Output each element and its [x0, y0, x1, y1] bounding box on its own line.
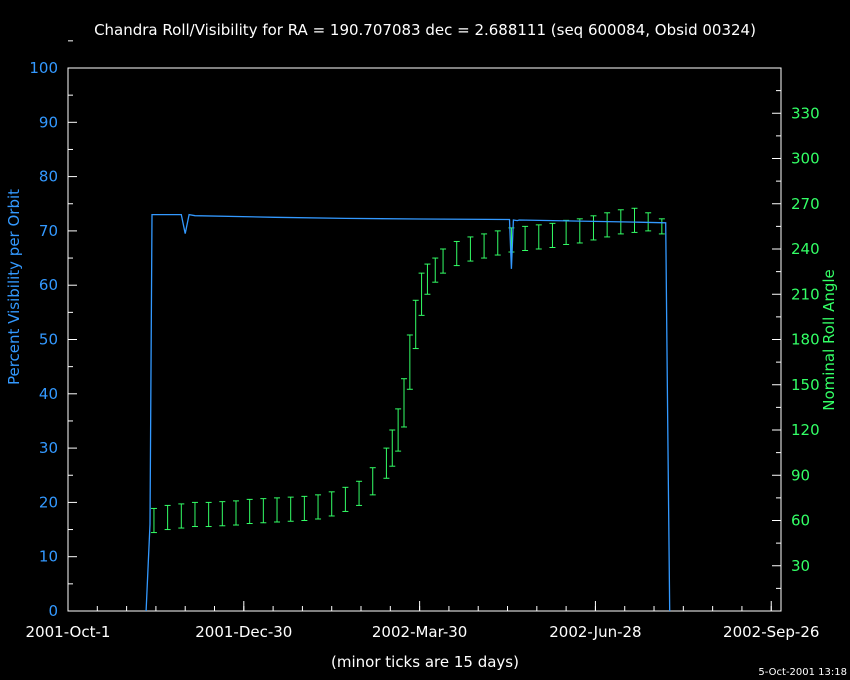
x-axis-label: (minor ticks are 15 days) [331, 653, 519, 671]
y-tick-label: 90 [39, 113, 58, 131]
y-tick-label: 40 [39, 385, 58, 403]
y-tick-label: 50 [39, 331, 58, 349]
y-tick-label: 70 [39, 222, 58, 240]
y2-tick-label: 180 [791, 331, 820, 349]
y2-tick-label: 60 [791, 512, 810, 530]
y-tick-label: 0 [48, 602, 58, 620]
y2-tick-label: 240 [791, 240, 820, 258]
x-tick-label: 2001-Oct-1 [26, 623, 111, 641]
visibility-line [145, 213, 671, 612]
x-tick-label: 2002-Mar-30 [372, 623, 467, 641]
chart-title: Chandra Roll/Visibility for RA = 190.707… [94, 21, 756, 39]
y2-tick-label: 300 [791, 150, 820, 168]
right-y-axis: 30 60 90 120 150 180 210 240 270 300 330 [772, 90, 820, 589]
y2-tick-label: 120 [791, 421, 820, 439]
y2-tick-label: 210 [791, 285, 820, 303]
timestamp: 5-Oct-2001 13:18 [758, 667, 847, 678]
y2-tick-label: 30 [791, 557, 810, 575]
visibility-series [145, 213, 671, 612]
y-tick-label: 30 [39, 439, 58, 457]
y-tick-label: 100 [29, 59, 58, 77]
x-tick-label: 2002-Jun-28 [549, 623, 641, 641]
y2-tick-label: 90 [791, 466, 810, 484]
x-tick-label: 2001-Dec-30 [195, 623, 292, 641]
y-axis-label: Percent Visibility per Orbit [5, 189, 23, 385]
plot-frame [67, 67, 782, 612]
y2-tick-label: 150 [791, 376, 820, 394]
y2-axis-label: Nominal Roll Angle [820, 269, 838, 411]
y-tick-label: 80 [39, 168, 58, 186]
roll-angle-series [150, 207, 665, 534]
left-y-axis: 0 10 20 30 40 50 60 70 80 90 100 [29, 40, 77, 620]
y-tick-label: 60 [39, 276, 58, 294]
x-axis: 2001-Oct-1 2001-Dec-30 2002-Mar-30 2002-Jun… [26, 601, 819, 641]
y2-tick-label: 330 [791, 104, 820, 122]
x-tick-label: 2002-Sep-26 [723, 623, 819, 641]
y-tick-label: 10 [39, 548, 58, 566]
y2-tick-label: 270 [791, 195, 820, 213]
y-tick-label: 20 [39, 493, 58, 511]
